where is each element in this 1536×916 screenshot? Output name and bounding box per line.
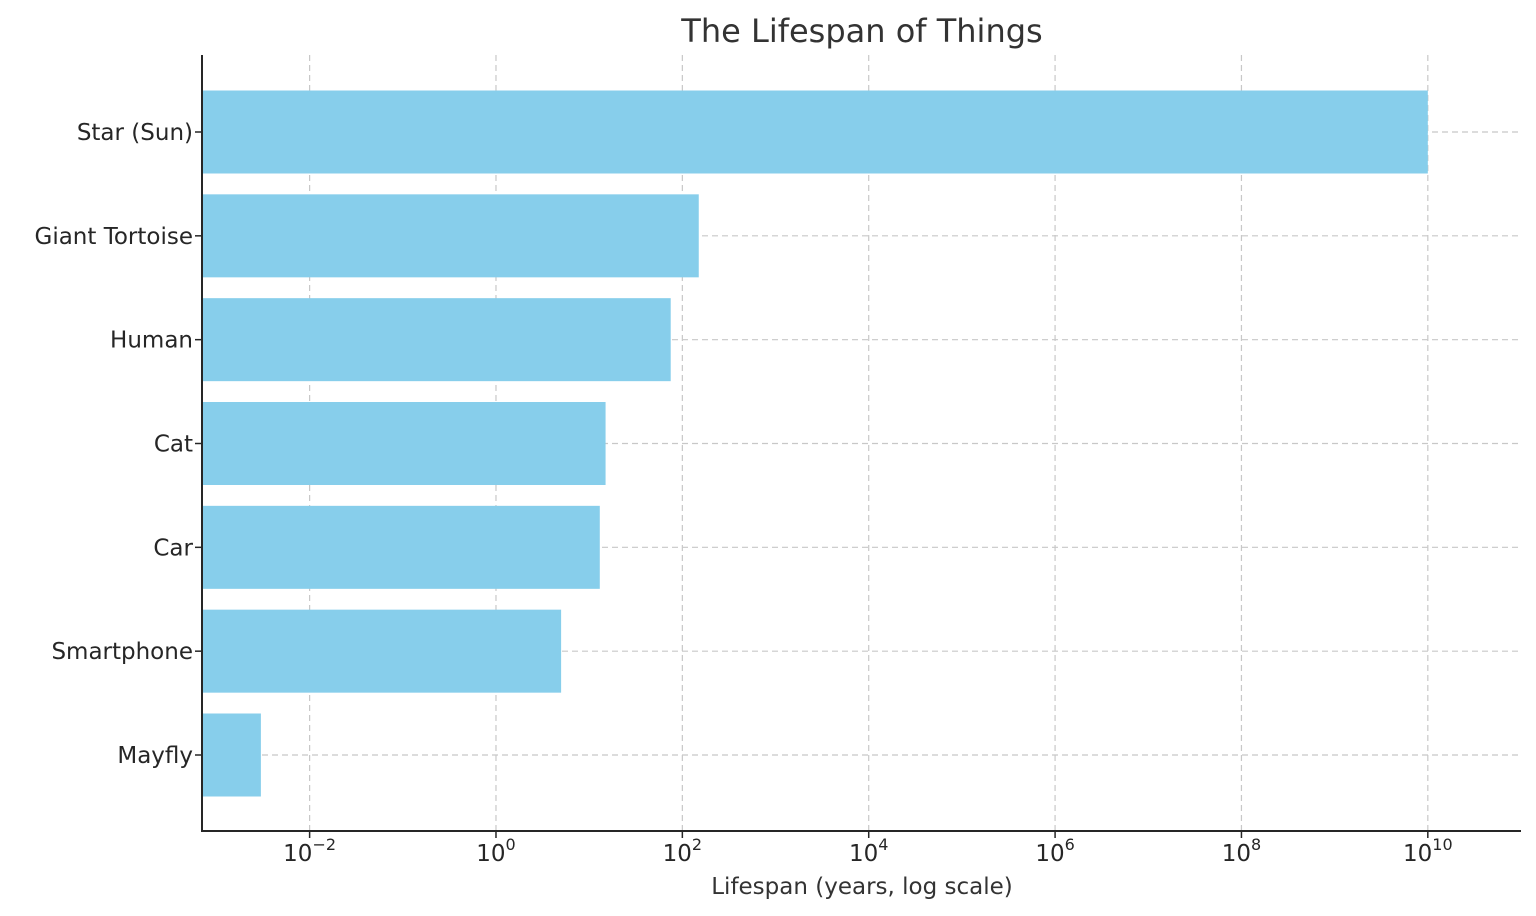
x-tick-label: 104 — [849, 835, 888, 867]
bar — [202, 505, 600, 589]
category-label: Human — [110, 328, 193, 354]
category-label: Cat — [154, 432, 193, 458]
ticks-layer: 10−2 100 102 104 106 108 1010 — [195, 131, 1453, 867]
category-label: Car — [153, 535, 193, 561]
bar — [202, 713, 261, 797]
x-tick-label: 1010 — [1403, 835, 1453, 867]
x-tick-label: 106 — [1035, 835, 1074, 867]
chart-title: The Lifespan of Things — [680, 12, 1042, 50]
category-label: Star (Sun) — [77, 120, 193, 146]
category-labels: Star (Sun) Giant Tortoise Human Cat Car Smart… — [35, 120, 194, 769]
category-label: Mayfly — [117, 743, 193, 769]
x-tick-label: 108 — [1222, 835, 1261, 867]
x-tick-label: 10−2 — [283, 835, 336, 867]
bar — [202, 609, 562, 693]
category-label: Giant Tortoise — [35, 224, 194, 250]
bar — [202, 402, 606, 485]
bars-layer — [202, 90, 1428, 797]
bar — [202, 90, 1428, 174]
x-tick-label: 100 — [476, 835, 515, 867]
x-axis-label: Lifespan (years, log scale) — [711, 874, 1013, 900]
bar — [202, 298, 671, 382]
category-label: Smartphone — [51, 639, 193, 665]
x-tick-label: 102 — [663, 835, 702, 867]
bar — [202, 194, 699, 278]
